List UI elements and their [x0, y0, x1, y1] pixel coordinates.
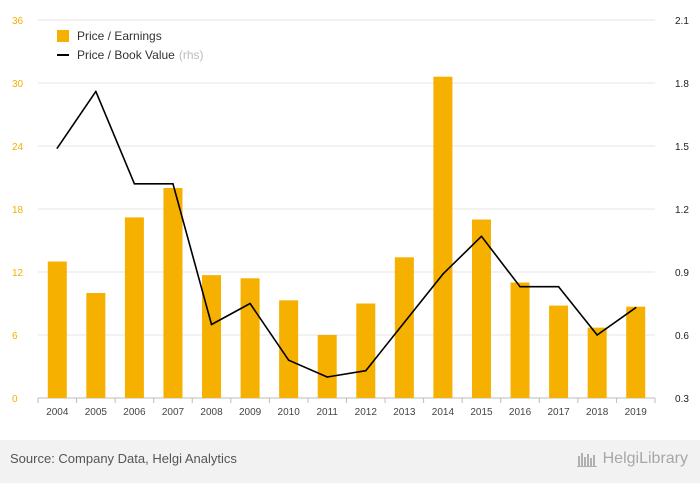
bar-2016: [510, 282, 530, 398]
point-2005: [95, 90, 97, 93]
bar-2009: [240, 278, 260, 398]
point-2012: [364, 369, 367, 372]
y-axis-left: 0 6 12 18 24 30 36: [12, 16, 24, 405]
bar-2014: [433, 76, 453, 398]
y-left-tick-label: 24: [12, 142, 24, 153]
x-tick-label: 2015: [470, 407, 493, 418]
footer-bar: [0, 440, 700, 483]
y-left-tick-label: 6: [12, 331, 18, 342]
x-tick-label: 2010: [278, 407, 301, 418]
x-axis: 2004 2005 2006 2007 2008 2009 2010 2011 2012 2013…: [37, 398, 656, 418]
x-tick-label: 2019: [625, 407, 648, 418]
x-tick-label: 2016: [509, 407, 532, 418]
x-tick-label: 2012: [355, 407, 378, 418]
bar-2018: [587, 327, 607, 398]
y-right-tick-label: 0.9: [675, 268, 689, 279]
x-tick-label: 2011: [316, 407, 338, 418]
x-tick-label: 2004: [46, 407, 69, 418]
library-icon: [576, 453, 597, 467]
x-tick-label: 2017: [547, 407, 570, 418]
y-left-tick-label: 12: [12, 268, 24, 279]
bar-2017: [549, 305, 569, 398]
legend-label-price-earnings: Price / Earnings: [77, 29, 162, 43]
point-2014: [442, 273, 444, 275]
bar-2011: [317, 335, 337, 398]
y-right-tick-label: 1.2: [675, 205, 689, 216]
y-left-tick-label: 18: [12, 205, 24, 216]
point-2008: [210, 323, 213, 326]
bar-2007: [163, 188, 183, 398]
point-2013: [403, 321, 406, 324]
bar-2004: [47, 261, 67, 398]
y-right-tick-label: 1.5: [675, 142, 689, 153]
bar-2015: [471, 219, 491, 398]
point-2018: [596, 334, 598, 336]
y-right-tick-label: 1.8: [675, 79, 689, 90]
y-left-tick-label: 30: [12, 79, 24, 90]
line-price-book: [56, 90, 637, 378]
helgi-library-logo: HelgiLibrary: [576, 448, 688, 470]
x-tick-label: 2007: [162, 407, 185, 418]
logo-text: HelgiLibrary: [602, 450, 688, 467]
x-tick-label: 2009: [239, 407, 262, 418]
bar-2013: [394, 257, 414, 398]
legend: Price / Earnings Price / Book Value (rhs): [57, 29, 204, 62]
point-2004: [56, 147, 59, 149]
bar-2006: [124, 217, 144, 398]
y-right-tick-label: 2.1: [675, 16, 689, 27]
source-note: Source: Company Data, Helgi Analytics: [10, 451, 237, 466]
y-right-tick-label: 0.6: [675, 331, 689, 342]
bar-2008: [202, 275, 222, 398]
point-2015: [480, 235, 483, 238]
point-2010: [287, 359, 290, 362]
bar-2010: [279, 300, 299, 398]
point-2011: [326, 376, 329, 378]
bar-2019: [626, 306, 646, 398]
bar-2005: [86, 293, 106, 398]
point-2019: [634, 306, 637, 309]
x-tick-label: 2006: [123, 407, 146, 418]
legend-label-price-book: Price / Book Value (rhs): [77, 48, 204, 62]
point-2016: [519, 285, 521, 288]
y-left-tick-label: 36: [12, 16, 24, 27]
bars-price-earnings: [47, 76, 646, 398]
y-right-tick-label: 0.3: [675, 394, 689, 405]
x-tick-label: 2014: [432, 407, 455, 418]
y-left-tick-label: 0: [12, 394, 18, 405]
bar-2012: [356, 303, 376, 398]
y-axis-right: 0.3 0.6 0.9 1.2 1.5 1.8 2.1: [675, 16, 689, 405]
point-2017: [557, 285, 560, 288]
price-book-line: [56, 90, 637, 378]
x-tick-label: 2005: [85, 407, 108, 418]
point-2006: [133, 183, 136, 185]
legend-swatch-price-earnings: [57, 30, 69, 42]
point-2009: [249, 302, 251, 305]
point-2007: [172, 183, 174, 185]
x-tick-label: 2008: [200, 407, 223, 418]
x-tick-label: 2018: [586, 407, 609, 418]
x-tick-label: 2013: [393, 407, 416, 418]
